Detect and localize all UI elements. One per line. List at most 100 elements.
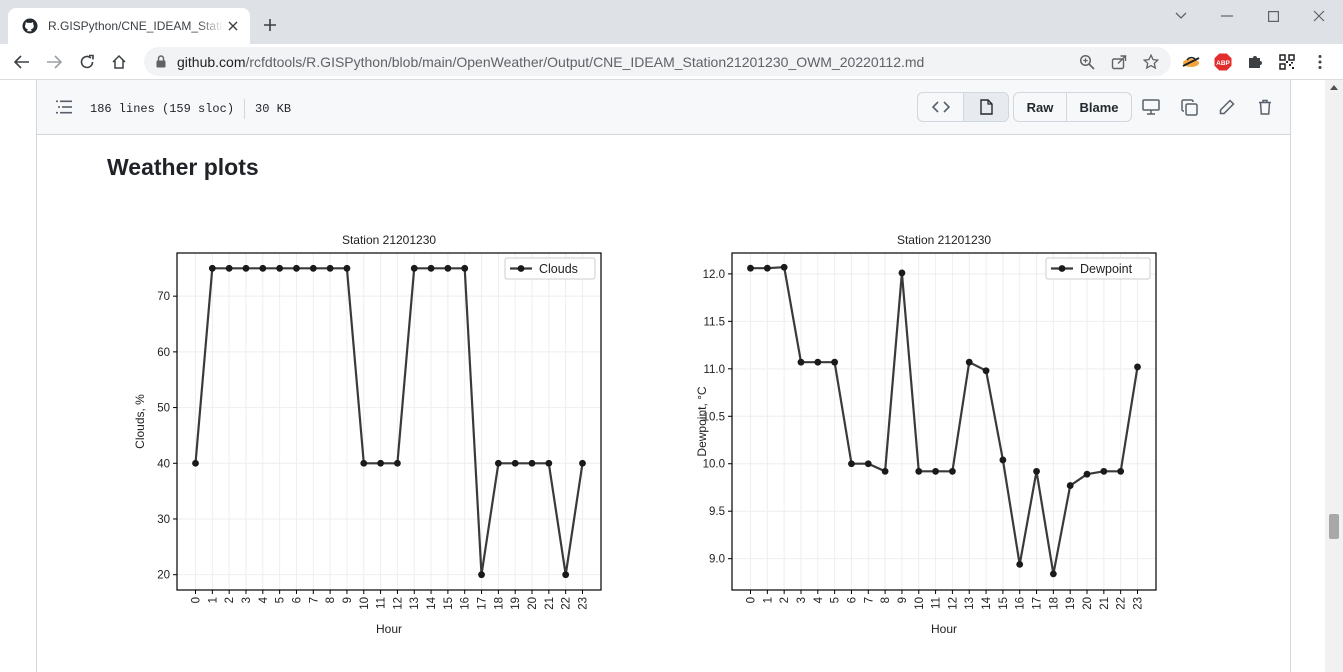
page-scrollbar[interactable]	[1325, 80, 1343, 672]
maximize-icon[interactable]	[1258, 6, 1288, 26]
x-tick-label: 0	[191, 597, 203, 603]
lock-icon[interactable]	[154, 55, 168, 69]
x-tick-label: 15	[998, 597, 1010, 610]
data-point	[259, 264, 267, 272]
y-axis-label: Dewpoint, °C	[695, 386, 709, 456]
list-icon[interactable]	[55, 98, 73, 116]
plot-frame	[176, 252, 602, 591]
x-tick-label: 16	[1015, 597, 1027, 610]
data-point	[932, 467, 939, 475]
data-point	[831, 358, 839, 366]
legend-label: Dewpoint	[1080, 262, 1133, 276]
legend-label: Clouds	[539, 262, 578, 276]
data-point	[1049, 570, 1057, 578]
github-icon	[22, 18, 38, 34]
menu-icon[interactable]	[1308, 50, 1332, 74]
data-point	[562, 571, 570, 579]
qr-icon[interactable]	[1275, 50, 1299, 74]
plot-area	[732, 253, 1156, 590]
share-icon[interactable]	[1108, 51, 1130, 73]
x-tick-label: 16	[460, 597, 472, 610]
divider	[244, 99, 246, 119]
pencil-icon[interactable]	[1216, 96, 1238, 118]
data-point	[915, 467, 923, 475]
y-tick-label: 50	[157, 403, 170, 415]
section-heading: Weather plots	[107, 154, 259, 180]
dewpoint-chart: 9.09.510.010.511.011.512.00 1 2 3 4 5 6 7 8 9 10 11…	[695, 233, 1157, 636]
scrollbar-thumb[interactable]	[1329, 514, 1339, 539]
x-tick-label: 6	[846, 597, 858, 603]
x-tick-label: 11	[931, 597, 943, 609]
x-tick-label: 0	[746, 597, 758, 603]
puzzle-icon[interactable]	[1243, 50, 1267, 74]
data-point	[797, 358, 805, 366]
x-tick-label: 3	[241, 597, 253, 603]
extension-icon[interactable]	[1179, 50, 1203, 74]
zoom-icon[interactable]	[1076, 51, 1098, 73]
x-tick-label: 8	[880, 597, 892, 603]
x-tick-label: 9	[897, 597, 909, 603]
close-window-icon[interactable]	[1304, 6, 1334, 26]
x-tick-label: 9	[342, 597, 354, 603]
raw-blame-group: Raw Blame	[1013, 92, 1132, 122]
x-tick-label: 12	[392, 597, 404, 610]
x-tick-label: 10	[359, 597, 371, 610]
desktop-icon[interactable]	[1140, 96, 1162, 118]
url-text[interactable]: github.com/rcfdtools/R.GISPython/blob/ma…	[177, 54, 924, 70]
browser-toolbar: github.com/rcfdtools/R.GISPython/blob/ma…	[0, 44, 1343, 80]
x-tick-label: 19	[1065, 597, 1077, 610]
x-tick-label: 23	[577, 597, 589, 610]
data-point	[1033, 467, 1040, 475]
data-point	[1016, 560, 1024, 568]
reload-icon[interactable]	[75, 50, 99, 74]
tab-strip: R.GISPython/CNE_IDEAM_Station21201230_OW…	[0, 0, 1343, 44]
preview-view-button[interactable]	[963, 93, 1008, 121]
home-icon[interactable]	[107, 50, 131, 74]
x-tick-label: 8	[325, 597, 337, 603]
scroll-up-icon[interactable]	[1330, 85, 1338, 90]
x-tick-label: 2	[779, 597, 791, 603]
plot-frame	[731, 252, 1157, 591]
data-point	[242, 264, 250, 272]
y-tick-label: 9.0	[709, 554, 725, 566]
lines-info: 186 lines (159 sloc)	[90, 102, 235, 116]
browser-tab[interactable]: R.GISPython/CNE_IDEAM_Station21201230_OW…	[8, 8, 250, 44]
data-point	[864, 460, 872, 468]
data-point	[965, 358, 973, 366]
code-view-button[interactable]	[918, 93, 963, 121]
star-icon[interactable]	[1140, 51, 1162, 73]
plus-icon[interactable]	[260, 15, 280, 35]
x-tick-label: 22	[561, 597, 573, 610]
x-tick-label: 20	[527, 597, 539, 610]
view-toggle	[917, 92, 1009, 122]
data-point	[225, 264, 233, 272]
forward-icon[interactable]	[42, 50, 66, 74]
adblock-icon[interactable]: ABP	[1211, 50, 1235, 74]
x-tick-label: 17	[1032, 597, 1044, 610]
file-header: 186 lines (159 sloc) 30 KB Raw Blame	[37, 80, 1290, 135]
data-point	[208, 264, 216, 272]
y-tick-label: 10.0	[703, 459, 725, 471]
x-tick-label: 4	[258, 596, 270, 603]
x-tick-label: 3	[796, 597, 808, 603]
minimize-icon[interactable]	[1212, 6, 1242, 26]
legend	[1045, 257, 1151, 280]
legend-marker	[1058, 265, 1066, 272]
x-tick-label: 11	[376, 597, 388, 609]
close-icon[interactable]	[224, 17, 242, 35]
data-point	[1066, 482, 1074, 489]
back-icon[interactable]	[10, 50, 34, 74]
y-tick-label: 10.5	[703, 411, 725, 423]
x-tick-label: 18	[493, 597, 505, 610]
address-bar[interactable]: github.com/rcfdtools/R.GISPython/blob/ma…	[144, 47, 1171, 76]
x-tick-label: 18	[1048, 597, 1060, 610]
trash-icon[interactable]	[1254, 96, 1276, 118]
raw-button[interactable]: Raw	[1026, 99, 1054, 115]
data-point	[814, 358, 822, 366]
x-tick-label: 5	[830, 597, 842, 603]
blame-button[interactable]: Blame	[1066, 93, 1131, 121]
copy-icon[interactable]	[1178, 96, 1200, 118]
x-tick-label: 4	[813, 596, 825, 603]
data-point	[276, 264, 284, 272]
chevron-down-icon[interactable]	[1166, 6, 1196, 26]
